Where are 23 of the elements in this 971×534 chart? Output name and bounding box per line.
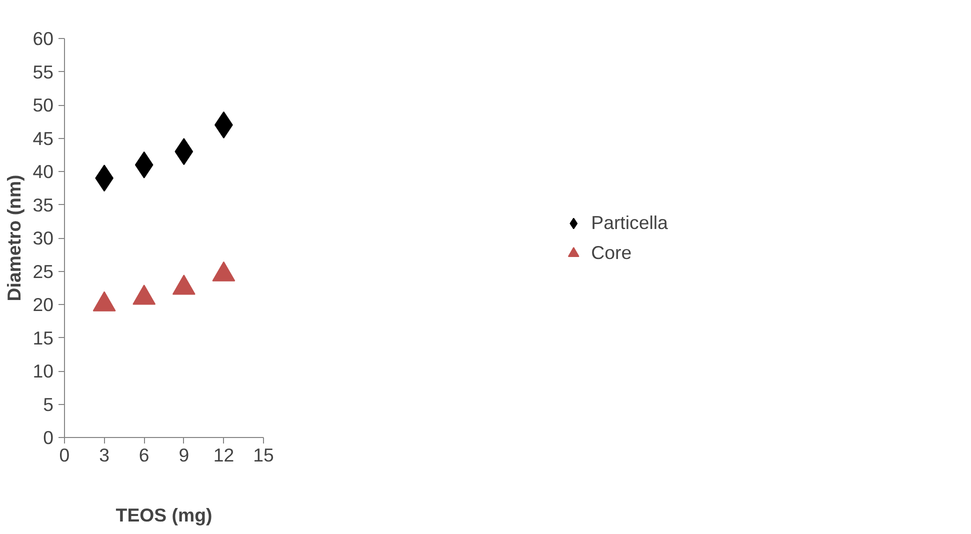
y-tick-label: 15 [32, 327, 54, 348]
legend-label: Core [591, 242, 632, 264]
y-tick-label: 40 [32, 161, 54, 182]
y-tick-label: 55 [32, 61, 54, 82]
y-tick-label: 60 [32, 28, 54, 49]
x-tick-label: 6 [138, 444, 150, 466]
y-axis-title: Diametro (nm) [4, 174, 25, 302]
y-tick-label: 0 [43, 427, 54, 448]
y-tick-label: 30 [32, 228, 54, 248]
x-tick-label: 3 [99, 444, 110, 466]
y-tick-label: 20 [32, 294, 54, 315]
x-tick-label: 12 [213, 444, 234, 466]
x-tick-label: 0 [59, 444, 70, 466]
y-tick-label: 50 [32, 94, 54, 116]
x-tick-label: 9 [178, 444, 190, 466]
x-tick-label: 15 [253, 444, 274, 466]
y-tick-label: 10 [32, 360, 54, 382]
legend-label: Particella [591, 212, 668, 234]
y-tick-label: 5 [43, 394, 54, 415]
y-tick-label: 45 [32, 128, 54, 149]
y-tick-label: 25 [32, 260, 54, 282]
x-axis-title: TEOS (mg) [116, 504, 212, 526]
y-tick-label: 35 [32, 194, 54, 216]
